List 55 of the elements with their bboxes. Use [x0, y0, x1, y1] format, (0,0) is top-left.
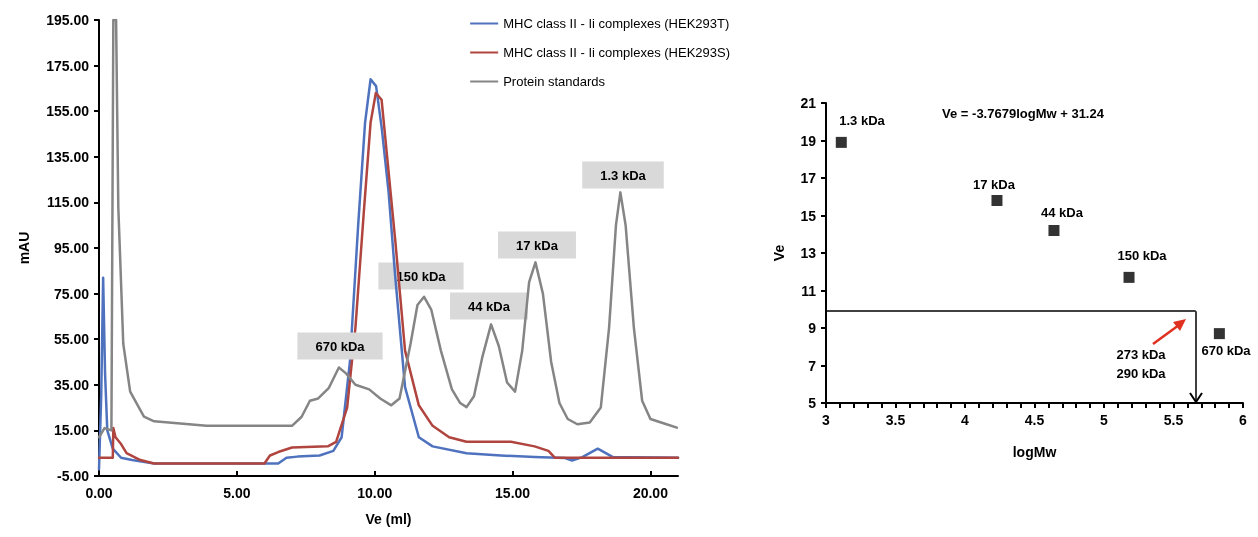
annotation: 290 kDa: [1116, 365, 1167, 381]
legend-label: MHC class II - Ii complexes (HEK293T): [503, 16, 730, 31]
x-tick-label: 4.5: [1024, 412, 1045, 428]
annotation: 1.3 kDa: [839, 112, 886, 128]
legend-label: MHC class II - Ii complexes (HEK293S): [503, 45, 731, 60]
y-tick-label: 95.00: [53, 240, 90, 256]
y-tick-label: 35.00: [53, 376, 90, 393]
y-tick-label: 11: [801, 282, 817, 299]
x-tick-label: 0.00: [85, 485, 113, 501]
x-tick-label: 6: [1239, 412, 1248, 428]
y-axis-title: Ve: [771, 244, 787, 262]
x-tick-label: 5.5: [1163, 412, 1184, 428]
y-tick-label: 75.00: [53, 285, 90, 302]
annotation: Ve = -3.7679logMw + 31.24: [942, 105, 1105, 121]
y-tick-label: 175.00: [46, 57, 90, 74]
y-tick-label: 13: [800, 245, 817, 261]
x-tick-label: 15.00: [495, 485, 531, 501]
annotation: 17 kDa: [973, 176, 1016, 192]
annotation: 670 kDa: [1201, 342, 1252, 358]
y-tick-label: 21: [800, 95, 817, 111]
annotation: 1.3 kDa: [600, 167, 647, 183]
y-tick-label: 55.00: [53, 331, 90, 348]
x-tick-label: 3.5: [885, 412, 906, 428]
x-tick-label: 4: [961, 412, 970, 428]
x-tick-label: 3: [822, 412, 831, 428]
y-tick-label: 5: [808, 395, 817, 411]
annotation: 273 kDa: [1116, 346, 1167, 362]
y-tick-label: 7: [808, 357, 817, 374]
y-tick-label: 195.00: [46, 12, 90, 28]
point: [1048, 225, 1060, 236]
y-tick-label: 19: [800, 132, 817, 149]
x-tick-label: 5.00: [223, 485, 251, 501]
point: [991, 195, 1003, 206]
x-tick-label: 20.00: [632, 485, 669, 501]
point: [1213, 328, 1225, 340]
legend-label: Protein standards: [503, 74, 606, 89]
y-tick-label: 115.00: [46, 194, 90, 211]
annotation: 44 kDa: [468, 298, 511, 314]
y-tick-label: -5.00: [57, 468, 90, 484]
x-tick-label: 10.00: [357, 485, 393, 501]
annotation: 44 kDa: [1041, 204, 1084, 220]
y-tick-label: 17: [800, 170, 817, 186]
annotation: 670 kDa: [315, 338, 366, 354]
y-tick-label: 15: [800, 207, 817, 224]
y-tick-label: 155.00: [46, 103, 90, 120]
y-tick-label: 135.00: [46, 148, 90, 165]
annotation: 150 kDa: [1117, 247, 1168, 263]
y-axis-title: mAU: [16, 231, 32, 265]
y-tick-label: 9: [808, 320, 817, 336]
point: [835, 136, 847, 148]
x-tick-label: 5: [1100, 412, 1109, 428]
annotation: 17 kDa: [516, 237, 559, 253]
x-axis-title: logMw: [1012, 444, 1057, 460]
point: [1123, 271, 1135, 283]
x-axis-title: Ve (ml): [365, 511, 412, 527]
